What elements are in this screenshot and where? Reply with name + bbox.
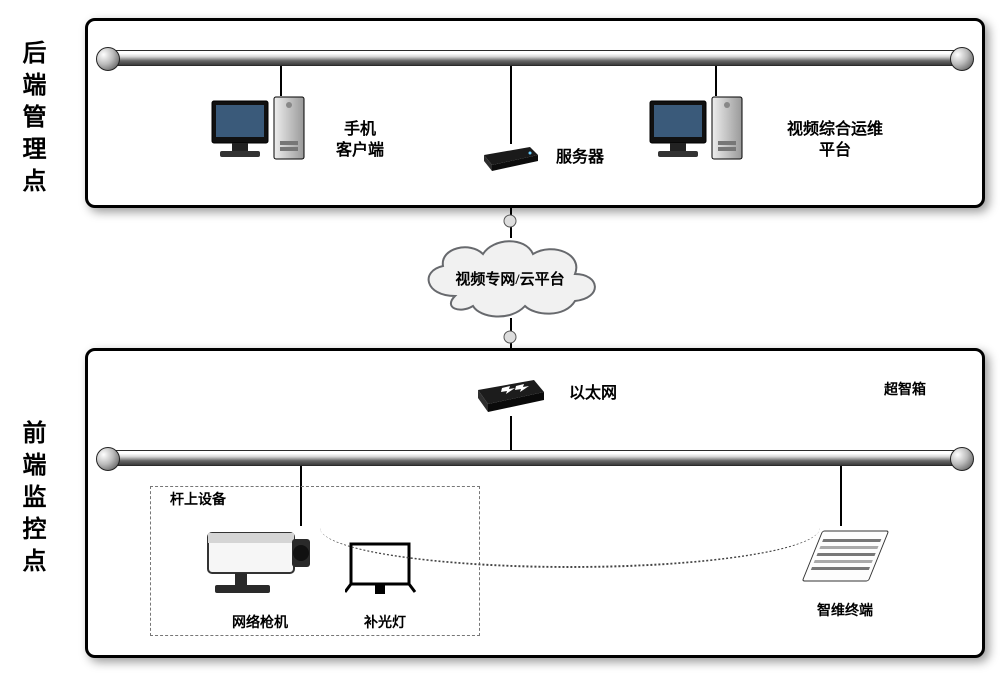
drop-platform	[715, 66, 717, 96]
link-switch-bus	[510, 416, 512, 450]
light-label: 补光灯	[350, 612, 420, 632]
frontend-bus	[100, 450, 970, 466]
smart-terminal-icon	[795, 525, 891, 595]
client-label-line2: 客户端	[320, 141, 400, 162]
frontend-section-label: 前端监控点	[14, 420, 49, 580]
box-camera-icon	[200, 525, 320, 603]
backend-bus	[100, 50, 970, 66]
diagram-canvas: 后端管理点 前端监控点 手机 客户端 服务器	[0, 0, 1000, 687]
platform-label-line1: 视频综合运维	[765, 120, 905, 141]
frontend-tag: 超智箱	[870, 382, 940, 400]
connector-dot-icon	[503, 330, 517, 344]
drop-client	[280, 66, 282, 96]
cloud-label: 视频专网/云平台	[450, 268, 570, 289]
terminal-label: 智维终端	[800, 600, 890, 620]
drop-server	[510, 66, 512, 144]
desktop-computer-icon	[210, 95, 320, 167]
platform-label-line2: 平台	[765, 141, 905, 162]
backend-section-label: 后端管理点	[14, 40, 49, 200]
network-switch-icon	[474, 376, 548, 416]
client-label: 手机 客户端	[320, 120, 400, 162]
switch-label: 以太网	[558, 384, 628, 405]
desktop-computer-icon	[648, 95, 758, 167]
pole-group-title: 杆上设备	[170, 492, 250, 510]
server-label: 服务器	[545, 148, 615, 169]
server-box-icon	[480, 145, 542, 173]
camera-label: 网络枪机	[210, 612, 310, 632]
connector-dot-icon	[503, 214, 517, 228]
drop-terminal	[840, 466, 842, 526]
platform-label: 视频综合运维 平台	[765, 120, 905, 162]
client-label-line1: 手机	[320, 120, 400, 141]
